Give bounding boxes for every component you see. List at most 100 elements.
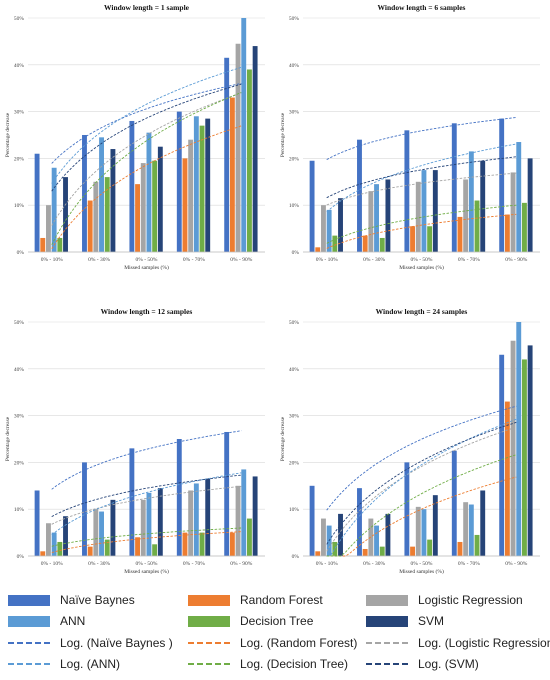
x-tick-label: 0% - 50%: [136, 257, 158, 263]
bar: [205, 118, 211, 253]
bar: [176, 111, 182, 252]
bar: [40, 237, 46, 252]
legend-label: Log. (Naïve Baynes ): [60, 636, 173, 650]
bar: [357, 488, 362, 556]
legend-swatch: [188, 594, 230, 606]
bar: [182, 532, 188, 556]
y-tick-label: 50%: [14, 16, 25, 22]
bar: [188, 139, 194, 252]
legend-trend-swatch: [8, 663, 50, 665]
bar: [415, 506, 421, 556]
bar: [463, 179, 469, 252]
bar: [57, 237, 63, 252]
bar: [516, 142, 522, 252]
y-tick-label: 20%: [14, 156, 25, 162]
y-tick-label: 50%: [289, 16, 300, 22]
chart-panel-window-24: Window length = 24 samples 0% 10% 20% 30% 40%…: [275, 300, 550, 585]
legend-label: ANN: [60, 614, 86, 628]
bar: [224, 57, 230, 252]
trendline: [326, 454, 517, 557]
bar: [499, 118, 505, 253]
bar: [140, 163, 146, 252]
y-tick-label: 10%: [289, 203, 300, 209]
bar: [135, 537, 141, 556]
trendline: [326, 405, 517, 511]
bar: [427, 539, 433, 556]
bar: [410, 226, 416, 252]
bar: [146, 132, 152, 252]
y-tick-label: 20%: [289, 156, 300, 162]
bar: [457, 216, 463, 252]
bar: [87, 546, 93, 556]
bar: [235, 43, 241, 252]
x-tick-label: 0% - 10%: [316, 257, 338, 263]
bar: [404, 130, 410, 252]
bar: [332, 235, 338, 252]
bar: [140, 499, 146, 556]
bar: [252, 476, 258, 556]
bar: [129, 448, 135, 556]
bar: [499, 354, 505, 556]
y-tick-label: 30%: [289, 110, 300, 116]
trendline: [326, 421, 517, 545]
bar: [152, 160, 158, 252]
bar: [421, 170, 427, 252]
bar: [457, 541, 463, 556]
bar: [157, 488, 163, 556]
legend-trend-swatch: [366, 642, 408, 644]
bar: [135, 184, 141, 252]
y-tick-label: 0%: [292, 250, 300, 256]
bar: [527, 345, 533, 556]
bar: [326, 209, 332, 252]
legend-swatch: [188, 615, 230, 627]
legend-item-svm: SVM: [366, 612, 444, 630]
legend-item-log-svm: Log. (SVM): [366, 655, 479, 673]
chart-panel-window-12: Window length = 12 samples 0% 10% 20% 30% 40%…: [0, 300, 275, 585]
chart-panel-window-1: Window length = 1 sample 0% 10% 20% 30% 40% 50…: [0, 0, 275, 300]
x-tick-label: 0% - 50%: [136, 561, 158, 567]
trendline: [326, 213, 517, 249]
x-tick-label: 0% - 70%: [458, 561, 480, 567]
y-tick-label: 0%: [17, 250, 25, 256]
y-axis-label: Percentage decrease: [5, 112, 11, 157]
bar: [188, 490, 194, 556]
bar: [241, 18, 247, 252]
bar: [474, 534, 480, 556]
bar: [82, 135, 87, 252]
legend-item-log-random-forest: Log. (Random Forest): [188, 634, 357, 652]
trendline: [326, 156, 517, 199]
bar: [246, 69, 252, 252]
trendline: [51, 531, 242, 553]
y-tick-label: 40%: [14, 63, 25, 69]
x-tick-label: 0% - 10%: [41, 561, 63, 567]
y-axis-label: Percentage decrease: [280, 112, 286, 157]
y-tick-label: 50%: [14, 320, 25, 326]
bar: [463, 502, 469, 556]
bar: [34, 490, 40, 556]
bar: [379, 237, 385, 252]
bar: [338, 198, 343, 252]
bar: [110, 149, 116, 252]
legend-label: Decision Tree: [240, 614, 314, 628]
x-tick-label: 0% - 30%: [363, 257, 385, 263]
bar: [432, 170, 438, 252]
bar: [205, 478, 211, 556]
legend-label: Log. (ANN): [60, 657, 121, 671]
x-tick-label: 0% - 90%: [230, 257, 252, 263]
trendline: [326, 172, 517, 206]
chart-svg: Window length = 24 samples 0% 10% 20% 30% 40%…: [280, 307, 540, 575]
trendline: [326, 117, 517, 160]
legend-swatch: [366, 615, 408, 627]
trendline: [51, 83, 242, 192]
bar: [93, 509, 99, 556]
x-tick-label: 0% - 90%: [505, 257, 527, 263]
bar: [480, 160, 486, 252]
bar: [374, 184, 379, 252]
x-tick-label: 0% - 70%: [183, 257, 205, 263]
bar: [315, 247, 321, 252]
bar: [63, 516, 68, 556]
bar: [527, 158, 533, 252]
bar: [338, 513, 343, 556]
bar: [199, 125, 205, 252]
bar: [99, 137, 104, 252]
